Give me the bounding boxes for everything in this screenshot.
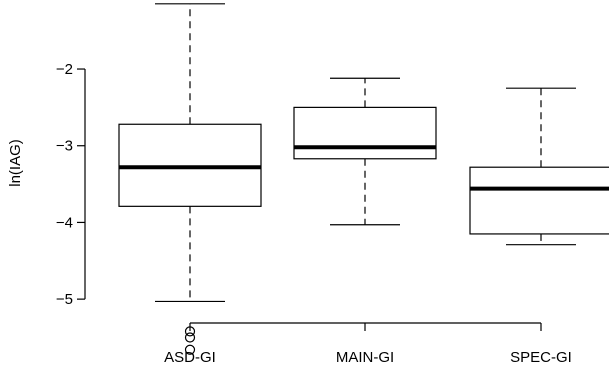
x-tick-label: ASD-GI	[164, 349, 216, 366]
box-group-main-gi	[293, 77, 437, 226]
boxes	[118, 3, 609, 355]
outlier-point	[184, 326, 196, 337]
y-axis: −5 −4 −3 −2	[56, 61, 86, 308]
x-tick-label: MAIN-GI	[336, 349, 394, 366]
y-axis-label: ln(IAG)	[7, 139, 24, 187]
box	[469, 166, 609, 235]
y-tick-label: −3	[56, 138, 73, 155]
y-tick-label: −5	[56, 291, 73, 308]
outlier-point	[184, 332, 196, 343]
x-tick-label: SPEC-GI	[510, 349, 572, 366]
box	[293, 106, 437, 160]
box-group-spec-gi	[469, 87, 609, 246]
box-group-asd-gi	[118, 3, 262, 355]
y-tick-label: −4	[56, 214, 73, 231]
y-tick-label: −2	[56, 61, 73, 78]
outlier-point	[184, 344, 196, 355]
x-axis: ASD-GI MAIN-GI SPEC-GI	[164, 322, 572, 366]
